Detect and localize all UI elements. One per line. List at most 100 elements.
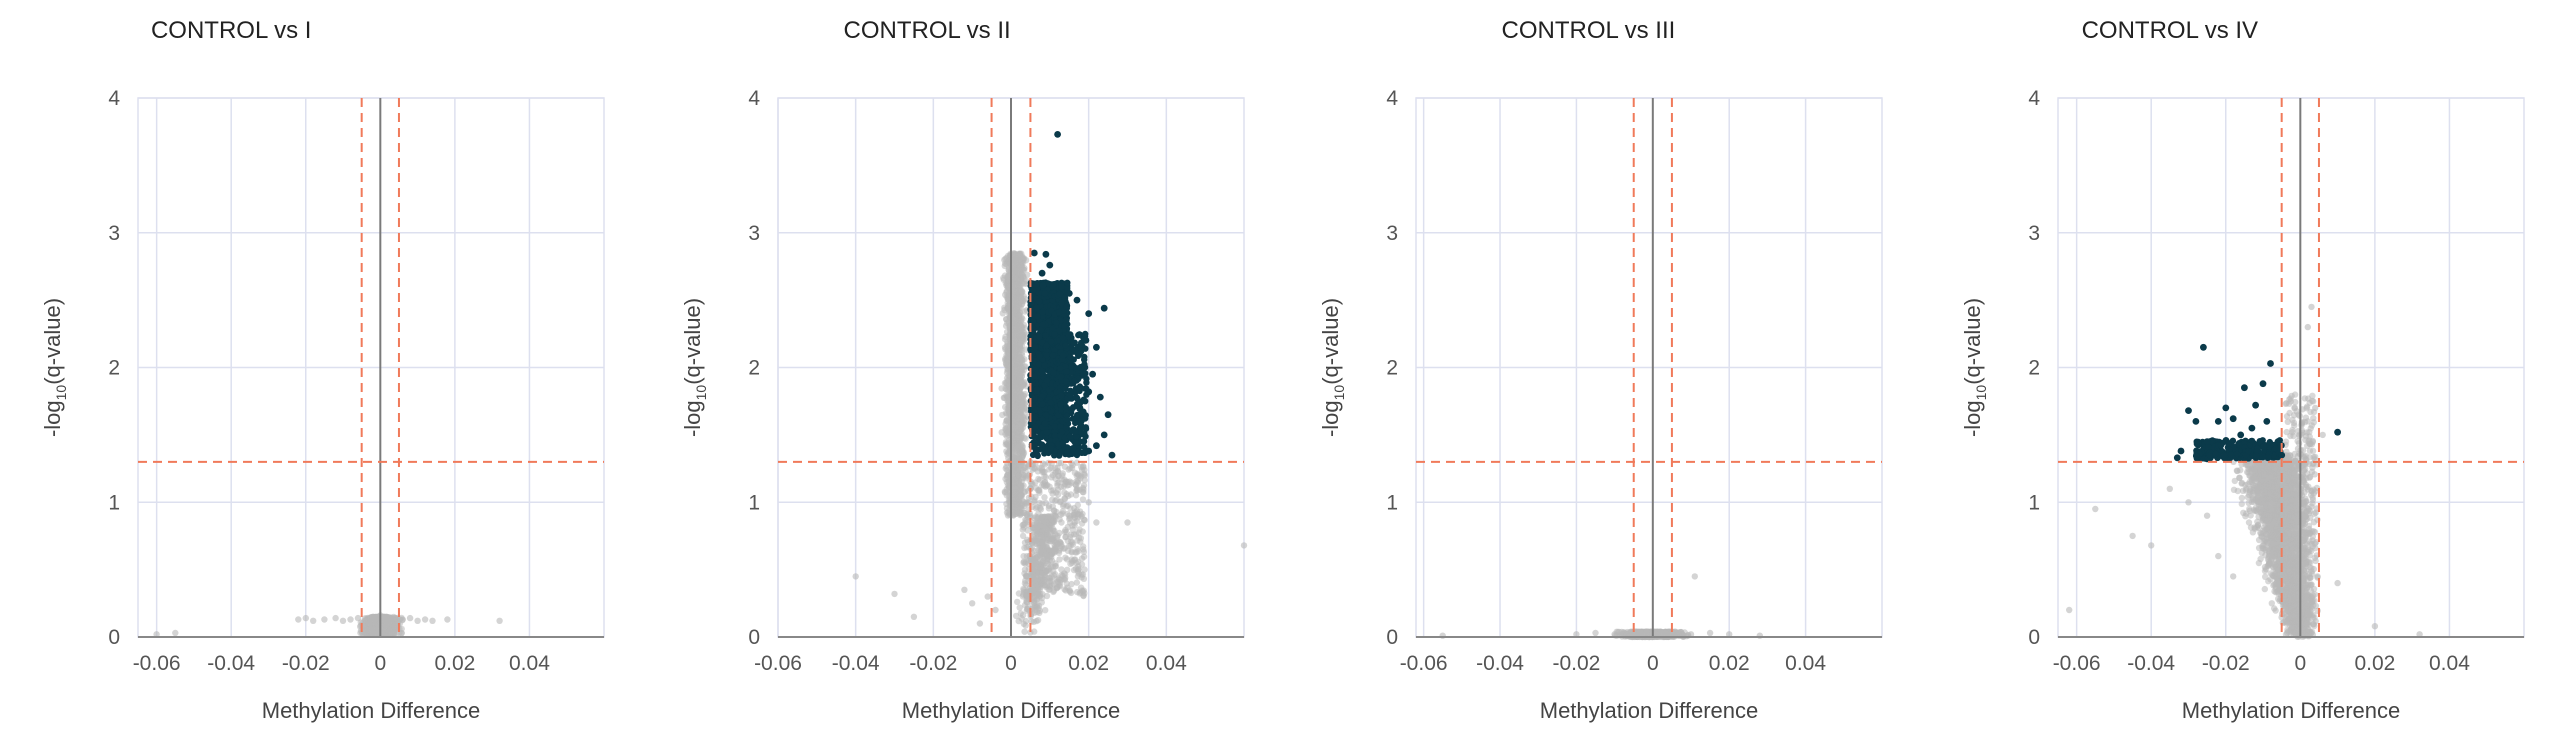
- nonsignificant-point: [1074, 479, 1081, 486]
- nonsignificant-point: [1022, 577, 1029, 584]
- nonsignificant-point: [1017, 294, 1024, 301]
- nonsignificant-point: [1074, 537, 1081, 544]
- nonsignificant-point: [1047, 537, 1054, 545]
- nonsignificant-point: [1240, 542, 1248, 549]
- nonsignificant-point: [1043, 592, 1051, 600]
- nonsignificant-point: [852, 573, 859, 580]
- nonsignificant-point: [1021, 390, 1029, 398]
- nonsignificant-point: [1061, 586, 1068, 593]
- nonsignificant-point: [1065, 466, 1072, 473]
- x-tick-label: -0.02: [282, 652, 330, 675]
- nonsignificant-point: [1028, 586, 1035, 594]
- nonsignificant-point: [1071, 514, 1078, 521]
- nonsignificant-point: [373, 630, 380, 637]
- nonsignificant-point: [1081, 566, 1088, 573]
- nonsignificant-point: [421, 616, 429, 623]
- nonsignificant-point: [1040, 531, 1048, 538]
- nonsignificant-point: [1079, 488, 1086, 496]
- nonsignificant-point: [1013, 324, 1020, 332]
- nonsignificant-point: [1029, 466, 1036, 473]
- nonsignificant-point: [1061, 495, 1068, 502]
- nonsignificant-point: [976, 620, 984, 627]
- nonsignificant-point: [153, 631, 160, 638]
- nonsignificant-point: [1037, 548, 1045, 555]
- nonsignificant-point: [1068, 580, 1075, 588]
- nonsignificant-point: [1005, 509, 1012, 516]
- nonsignificant-point: [365, 626, 372, 634]
- nonsignificant-point: [302, 614, 309, 622]
- nonsignificant-point: [1020, 587, 1028, 594]
- nonsignificant-point: [384, 616, 391, 623]
- nonsignificant-point: [1040, 564, 1047, 571]
- nonsignificant-point: [1058, 519, 1065, 526]
- nonsignificant-point: [1004, 440, 1011, 447]
- nonsignificant-point: [1067, 589, 1075, 597]
- nonsignificant-point: [1034, 487, 1042, 494]
- y-tick-label: 1: [108, 491, 120, 514]
- nonsignificant-point: [392, 614, 399, 622]
- nonsignificant-point: [992, 606, 999, 614]
- nonsignificant-point: [1046, 552, 1053, 560]
- nonsignificant-point: [1011, 502, 1019, 510]
- nonsignificant-point: [1078, 574, 1085, 581]
- nonsignificant-point: [1078, 463, 1085, 471]
- nonsignificant-point: [1033, 537, 1041, 544]
- nonsignificant-point: [406, 614, 414, 622]
- nonsignificant-point: [1079, 510, 1086, 518]
- nonsignificant-point: [1021, 628, 1028, 635]
- nonsignificant-point: [1016, 604, 1023, 611]
- nonsignificant-point: [1050, 512, 1057, 519]
- nonsignificant-point: [1019, 593, 1027, 600]
- nonsignificant-point: [1031, 628, 1038, 635]
- nonsignificant-point: [1085, 499, 1092, 506]
- nonsignificant-point: [1079, 543, 1087, 550]
- nonsignificant-point: [1013, 303, 1021, 310]
- nonsignificant-point: [399, 616, 406, 623]
- nonsignificant-point: [1056, 556, 1063, 563]
- nonsignificant-point: [496, 617, 503, 624]
- nonsignificant-point: [1012, 485, 1019, 492]
- nonsignificant-point: [1016, 311, 1023, 319]
- nonsignificant-point: [1080, 553, 1088, 560]
- nonsignificant-point: [1016, 258, 1023, 266]
- nonsignificant-point: [414, 617, 421, 624]
- x-tick-label: 0: [374, 652, 386, 675]
- nonsignificant-point: [1017, 340, 1024, 347]
- nonsignificant-point: [1024, 536, 1031, 543]
- nonsignificant-point: [1041, 468, 1048, 476]
- nonsignificant-point: [1001, 256, 1008, 264]
- nonsignificant-point: [1012, 251, 1020, 258]
- nonsignificant-point: [332, 614, 339, 622]
- nonsignificant-point: [1056, 498, 1064, 506]
- nonsignificant-point: [1022, 475, 1030, 482]
- nonsignificant-point: [1124, 519, 1131, 526]
- nonsignificant-point: [1046, 466, 1053, 473]
- nonsignificant-point: [1041, 494, 1048, 501]
- nonsignificant-point: [1067, 505, 1074, 512]
- nonsignificant-point: [1066, 512, 1073, 519]
- nonsignificant-point: [429, 617, 436, 624]
- nonsignificant-point: [961, 586, 968, 593]
- nonsignificant-point: [1012, 612, 1020, 620]
- y-tick-label: 2: [108, 357, 120, 380]
- nonsignificant-point: [1023, 572, 1031, 579]
- nonsignificant-point: [1003, 328, 1011, 336]
- nonsignificant-point: [1050, 572, 1057, 579]
- nonsignificant-point: [1071, 509, 1079, 516]
- nonsignificant-point: [1030, 556, 1037, 563]
- y-axis-title: -log10(q-value): [40, 298, 69, 437]
- nonsignificant-point: [1011, 274, 1019, 281]
- nonsignificant-point: [1062, 533, 1069, 540]
- x-tick-label: 0.02: [434, 652, 475, 675]
- nonsignificant-point: [1003, 361, 1010, 368]
- nonsignificant-point: [1035, 510, 1042, 517]
- nonsignificant-point: [910, 613, 918, 620]
- nonsignificant-point: [1036, 518, 1043, 525]
- nonsignificant-point: [1049, 503, 1056, 510]
- nonsignificant-point: [1020, 321, 1027, 329]
- nonsignificant-point: [1015, 399, 1023, 406]
- nonsignificant-point: [1021, 544, 1028, 552]
- x-tick-label: 0.04: [509, 652, 550, 675]
- nonsignificant-point: [1071, 556, 1078, 563]
